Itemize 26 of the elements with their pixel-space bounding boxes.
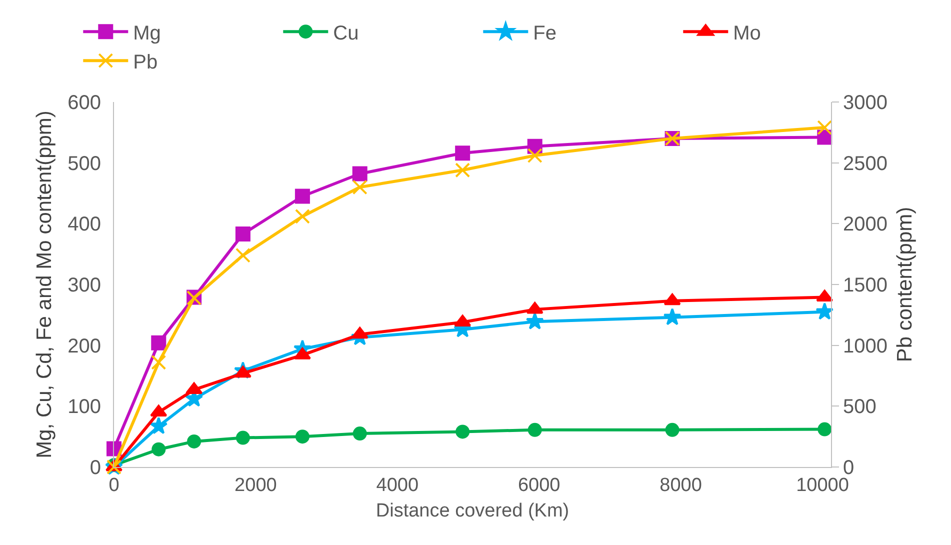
legend-label: Cu bbox=[333, 22, 359, 44]
y2-tick-label: 2500 bbox=[843, 152, 888, 175]
y2-tick-label: 2000 bbox=[843, 214, 888, 236]
y2-tick-label: 500 bbox=[843, 396, 876, 418]
x-tick-label: 4000 bbox=[376, 474, 419, 496]
y2-tick-label: 1000 bbox=[843, 335, 888, 358]
x-tick-label: 8000 bbox=[660, 474, 702, 496]
y-tick-label: 0 bbox=[90, 457, 101, 479]
legend-label: Fe bbox=[533, 22, 556, 44]
x-tick-label: 2000 bbox=[234, 474, 277, 496]
y2-axis-title: Pb content(ppm) bbox=[894, 206, 917, 362]
y-tick-label: 600 bbox=[68, 92, 101, 114]
y-tick-label: 200 bbox=[68, 335, 101, 358]
x-tick-label: 0 bbox=[108, 474, 120, 496]
y-tick-label: 100 bbox=[68, 396, 101, 418]
x-tick-label: 6000 bbox=[518, 474, 560, 496]
legend-label: Mg bbox=[133, 22, 161, 44]
y-tick-label: 400 bbox=[68, 214, 101, 236]
y-tick-label: 300 bbox=[68, 274, 101, 296]
legend-label: Pb bbox=[133, 51, 158, 74]
legend-label: Mo bbox=[733, 22, 761, 44]
y-axis-title: Mg, Cu, Cd, Fe and Mo content(ppm) bbox=[32, 110, 56, 458]
y-tick-label: 500 bbox=[68, 152, 101, 175]
y2-tick-label: 1500 bbox=[843, 274, 888, 296]
y2-tick-label: 3000 bbox=[843, 92, 888, 114]
x-axis-title: Distance covered (Km) bbox=[376, 500, 570, 522]
